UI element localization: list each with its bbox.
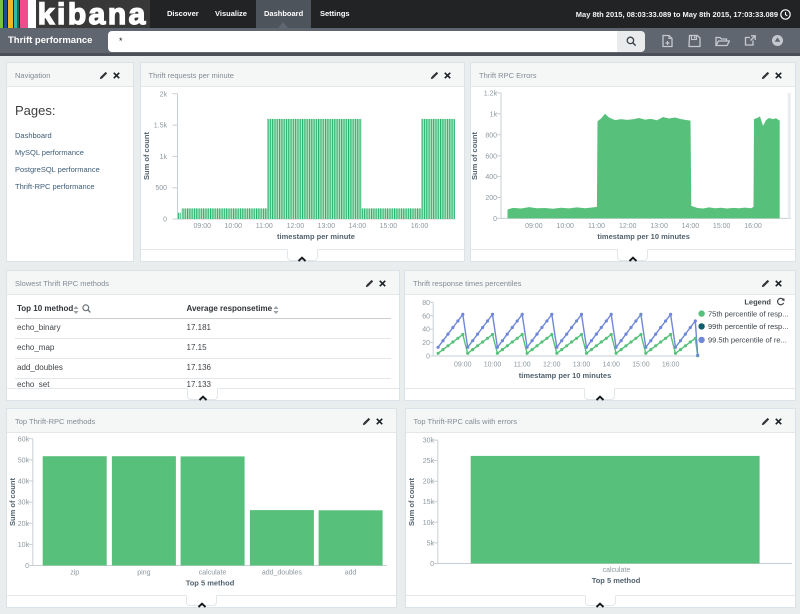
svg-text:12:00: 12:00 bbox=[543, 361, 561, 368]
svg-text:0: 0 bbox=[25, 563, 29, 570]
svg-text:Sum of count: Sum of count bbox=[407, 477, 416, 525]
svg-text:20: 20 bbox=[422, 340, 430, 347]
svg-text:Sum of count: Sum of count bbox=[8, 477, 17, 525]
svg-text:20k: 20k bbox=[422, 478, 434, 485]
svg-text:12:00: 12:00 bbox=[286, 223, 304, 230]
svg-text:11:00: 11:00 bbox=[514, 361, 531, 368]
svg-text:09:00: 09:00 bbox=[525, 223, 543, 230]
svg-text:13:00: 13:00 bbox=[317, 223, 335, 230]
svg-text:add: add bbox=[345, 569, 357, 576]
svg-text:calculate: calculate bbox=[199, 569, 227, 576]
svg-text:60: 60 bbox=[422, 313, 430, 320]
svg-text:Top 5 method: Top 5 method bbox=[591, 576, 640, 585]
svg-text:14:00: 14:00 bbox=[602, 361, 620, 368]
svg-text:timestamp per 10 minutes: timestamp per 10 minutes bbox=[519, 371, 612, 380]
svg-text:60k: 60k bbox=[18, 436, 30, 443]
svg-text:13:00: 13:00 bbox=[650, 223, 668, 230]
svg-text:14:00: 14:00 bbox=[682, 223, 700, 230]
svg-text:10:00: 10:00 bbox=[224, 223, 242, 230]
svg-text:0: 0 bbox=[493, 216, 497, 223]
svg-text:14:00: 14:00 bbox=[348, 223, 366, 230]
svg-text:2k: 2k bbox=[159, 91, 167, 98]
svg-text:16:00: 16:00 bbox=[410, 223, 428, 230]
svg-text:0: 0 bbox=[426, 353, 430, 360]
svg-text:Top 5 method: Top 5 method bbox=[186, 578, 235, 587]
svg-text:800: 800 bbox=[485, 132, 497, 139]
svg-text:15k: 15k bbox=[422, 499, 434, 506]
svg-text:timestamp per minute: timestamp per minute bbox=[277, 232, 355, 241]
svg-text:15:00: 15:00 bbox=[379, 223, 397, 230]
svg-text:13:00: 13:00 bbox=[573, 361, 591, 368]
svg-text:0: 0 bbox=[163, 217, 167, 224]
svg-text:10:00: 10:00 bbox=[556, 223, 574, 230]
svg-text:600: 600 bbox=[485, 153, 497, 160]
svg-text:1k: 1k bbox=[159, 154, 167, 161]
svg-text:calculate: calculate bbox=[602, 567, 630, 574]
svg-text:99.5th percentile of re...: 99.5th percentile of re... bbox=[708, 335, 787, 344]
svg-text:15:00: 15:00 bbox=[713, 223, 731, 230]
svg-text:16:00: 16:00 bbox=[662, 361, 680, 368]
svg-text:Sum of count: Sum of count bbox=[471, 132, 479, 180]
svg-text:12:00: 12:00 bbox=[619, 223, 637, 230]
svg-text:80: 80 bbox=[422, 299, 430, 306]
svg-text:add_doubles: add_doubles bbox=[262, 569, 303, 576]
svg-text:11:00: 11:00 bbox=[588, 223, 605, 230]
svg-text:30k: 30k bbox=[18, 499, 30, 506]
svg-text:10k: 10k bbox=[422, 519, 434, 526]
svg-text:1.2k: 1.2k bbox=[484, 91, 498, 98]
svg-text:40: 40 bbox=[422, 326, 430, 333]
svg-text:10:00: 10:00 bbox=[484, 361, 502, 368]
svg-text:Sum of count: Sum of count bbox=[142, 132, 151, 180]
svg-text:ping: ping bbox=[137, 569, 150, 576]
svg-text:400: 400 bbox=[485, 174, 497, 181]
svg-text:Legend: Legend bbox=[744, 297, 771, 306]
svg-text:200: 200 bbox=[485, 195, 497, 202]
svg-text:zip: zip bbox=[70, 569, 79, 576]
svg-text:16:00: 16:00 bbox=[744, 223, 762, 230]
svg-text:0: 0 bbox=[430, 561, 434, 568]
svg-text:15:00: 15:00 bbox=[632, 361, 650, 368]
svg-text:timestamp per 10 minutes: timestamp per 10 minutes bbox=[597, 232, 690, 241]
svg-text:09:00: 09:00 bbox=[193, 223, 211, 230]
svg-text:30k: 30k bbox=[422, 437, 434, 444]
svg-text:500: 500 bbox=[155, 185, 167, 192]
svg-text:1.5k: 1.5k bbox=[153, 123, 167, 130]
svg-text:40k: 40k bbox=[18, 478, 30, 485]
svg-text:10k: 10k bbox=[18, 541, 30, 548]
svg-text:75th percentile of resp...: 75th percentile of resp... bbox=[708, 309, 788, 318]
svg-text:20k: 20k bbox=[18, 520, 30, 527]
svg-text:11:00: 11:00 bbox=[255, 223, 272, 230]
svg-text:99th percentile of resp...: 99th percentile of resp... bbox=[708, 322, 788, 331]
svg-text:5k: 5k bbox=[426, 540, 434, 547]
svg-text:09:00: 09:00 bbox=[454, 361, 472, 368]
svg-text:50k: 50k bbox=[18, 457, 30, 464]
svg-text:1k: 1k bbox=[490, 111, 498, 118]
svg-text:25k: 25k bbox=[422, 457, 434, 464]
